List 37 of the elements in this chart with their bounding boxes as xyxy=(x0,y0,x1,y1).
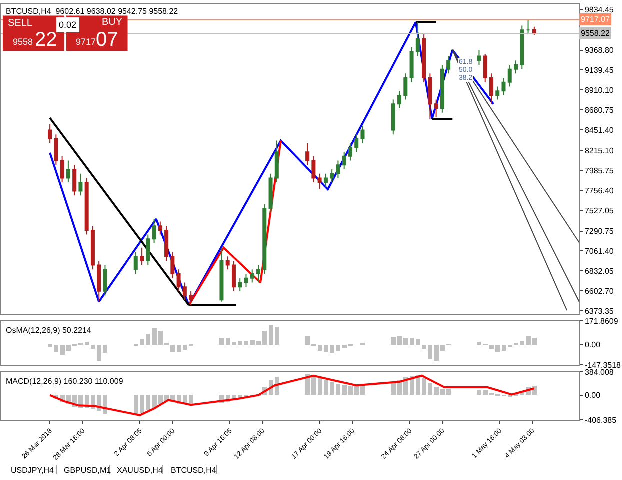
y-tick-label: 8680.75 xyxy=(584,106,614,115)
text: BTCUSD,H4 xyxy=(171,466,217,475)
annotation: 0.02 xyxy=(59,20,77,30)
y-tick-label: 9834.45 xyxy=(584,6,614,15)
y-tick-label: 7527.05 xyxy=(584,206,614,216)
ref-line-label: 9717.07 xyxy=(581,15,610,24)
y-tick-label: 7985.75 xyxy=(584,166,614,176)
ref-line-label: 9558.22 xyxy=(581,29,610,38)
text: USDJPY,H4 xyxy=(11,466,55,475)
y-tick-label: 0.00 xyxy=(584,340,602,350)
y-tick-label: -406.385 xyxy=(584,416,618,425)
chart-title: BTCUSD,H4 9602.61 9638.02 9542.75 9558.22 xyxy=(6,7,179,16)
text: MACD(12,26,9) 160.230 110.009 xyxy=(6,377,124,386)
y-tick-label: 9368.80 xyxy=(584,46,614,56)
y-tick-label: 171.8609 xyxy=(584,316,619,326)
text: GBPUSD,M1 xyxy=(64,466,112,475)
text: OsMA(12,26,9) 50.2214 xyxy=(6,326,92,335)
y-tick-label: 6602.70 xyxy=(584,286,614,296)
y-tick-label: 8910.10 xyxy=(584,86,614,96)
y-tick-label: 7061.40 xyxy=(584,247,614,256)
y-tick-label: 8451.40 xyxy=(584,126,614,135)
annotation: 22 xyxy=(35,29,58,51)
y-tick-label: 384.008 xyxy=(584,368,614,377)
y-tick-label: 6832.05 xyxy=(584,267,614,276)
annotation: SELL xyxy=(8,18,33,29)
y-tick-label: 7290.75 xyxy=(584,227,614,236)
annotation: 9717 xyxy=(76,37,96,47)
annotation: 07 xyxy=(96,29,118,51)
annotation: 9558 xyxy=(13,37,34,47)
y-tick-label: 7756.40 xyxy=(584,186,614,196)
annotation: BUY xyxy=(102,17,123,28)
y-tick-label: 6373.35 xyxy=(584,306,614,316)
y-tick-label: 0.00 xyxy=(584,391,602,400)
text: XAUUSD,H4 xyxy=(117,466,164,475)
y-tick-label: 9139.45 xyxy=(584,66,614,76)
y-tick-label: 8215.10 xyxy=(584,146,614,156)
y-tick-label: -147.3518 xyxy=(584,360,622,370)
